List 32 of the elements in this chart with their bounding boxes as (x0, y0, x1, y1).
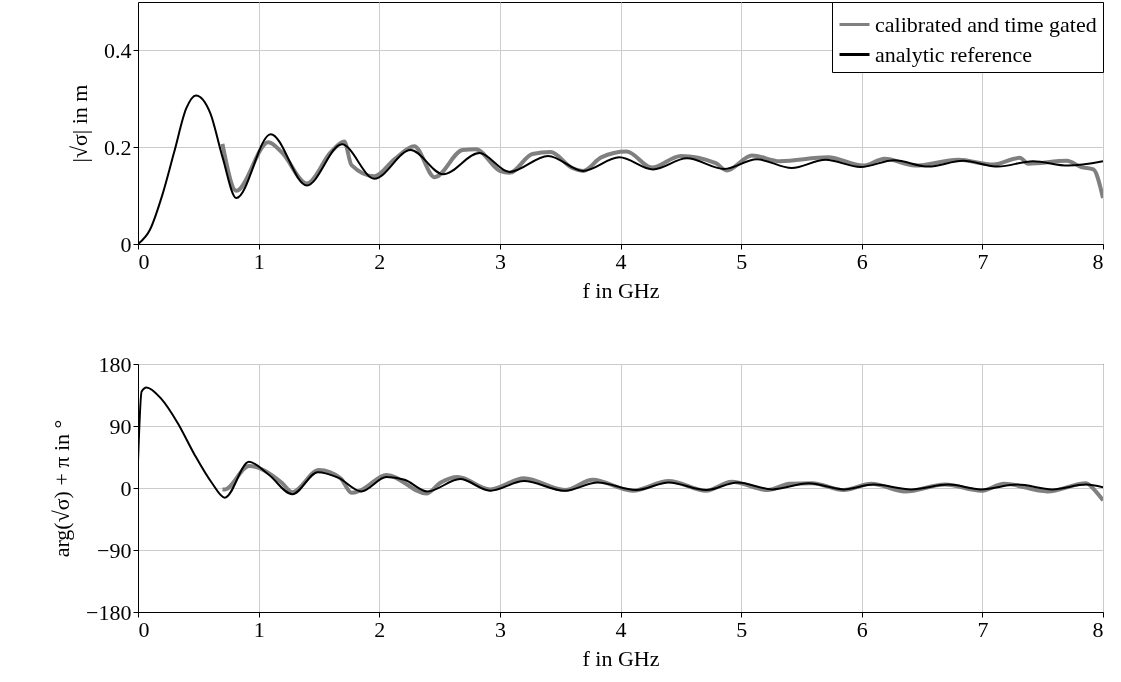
y-axis-title: arg(√σ) + π in ° (49, 419, 75, 558)
y-tick-label: 180 (98, 351, 132, 377)
x-axis-title: f in GHz (582, 277, 660, 303)
legend-label: calibrated and time gated (875, 11, 1097, 37)
x-tick-label: 6 (856, 248, 868, 274)
x-tick-label: 6 (856, 616, 868, 642)
x-axis-title: f in GHz (582, 645, 660, 671)
x-tick-label: 4 (615, 616, 627, 642)
y-tick-label: −180 (86, 599, 132, 625)
x-tick-label: 8 (1092, 248, 1104, 274)
y-tick-label: 90 (109, 413, 132, 439)
x-tick-label: 1 (253, 616, 265, 642)
x-tick-label: 4 (615, 248, 627, 274)
x-tick-label: 7 (977, 248, 989, 274)
legend-label: analytic reference (875, 41, 1032, 67)
y-axis-title: |√σ| in m (67, 84, 92, 163)
x-tick-label: 2 (374, 616, 386, 642)
x-tick-label: 5 (736, 248, 748, 274)
x-tick-label: 5 (736, 616, 748, 642)
x-tick-label: 2 (374, 248, 386, 274)
x-tick-label: 0 (138, 248, 150, 274)
y-tick-label: 0.2 (104, 134, 132, 160)
x-tick-label: 3 (494, 248, 506, 274)
y-tick-label: 0 (120, 231, 132, 257)
x-tick-label: 3 (494, 616, 506, 642)
x-tick-label: 7 (977, 616, 989, 642)
x-tick-label: 0 (138, 616, 150, 642)
y-tick-label: 0 (120, 475, 132, 501)
y-tick-label: −90 (97, 537, 132, 563)
x-tick-label: 8 (1092, 616, 1104, 642)
y-tick-label: 0.4 (104, 37, 132, 63)
x-tick-label: 1 (253, 248, 265, 274)
